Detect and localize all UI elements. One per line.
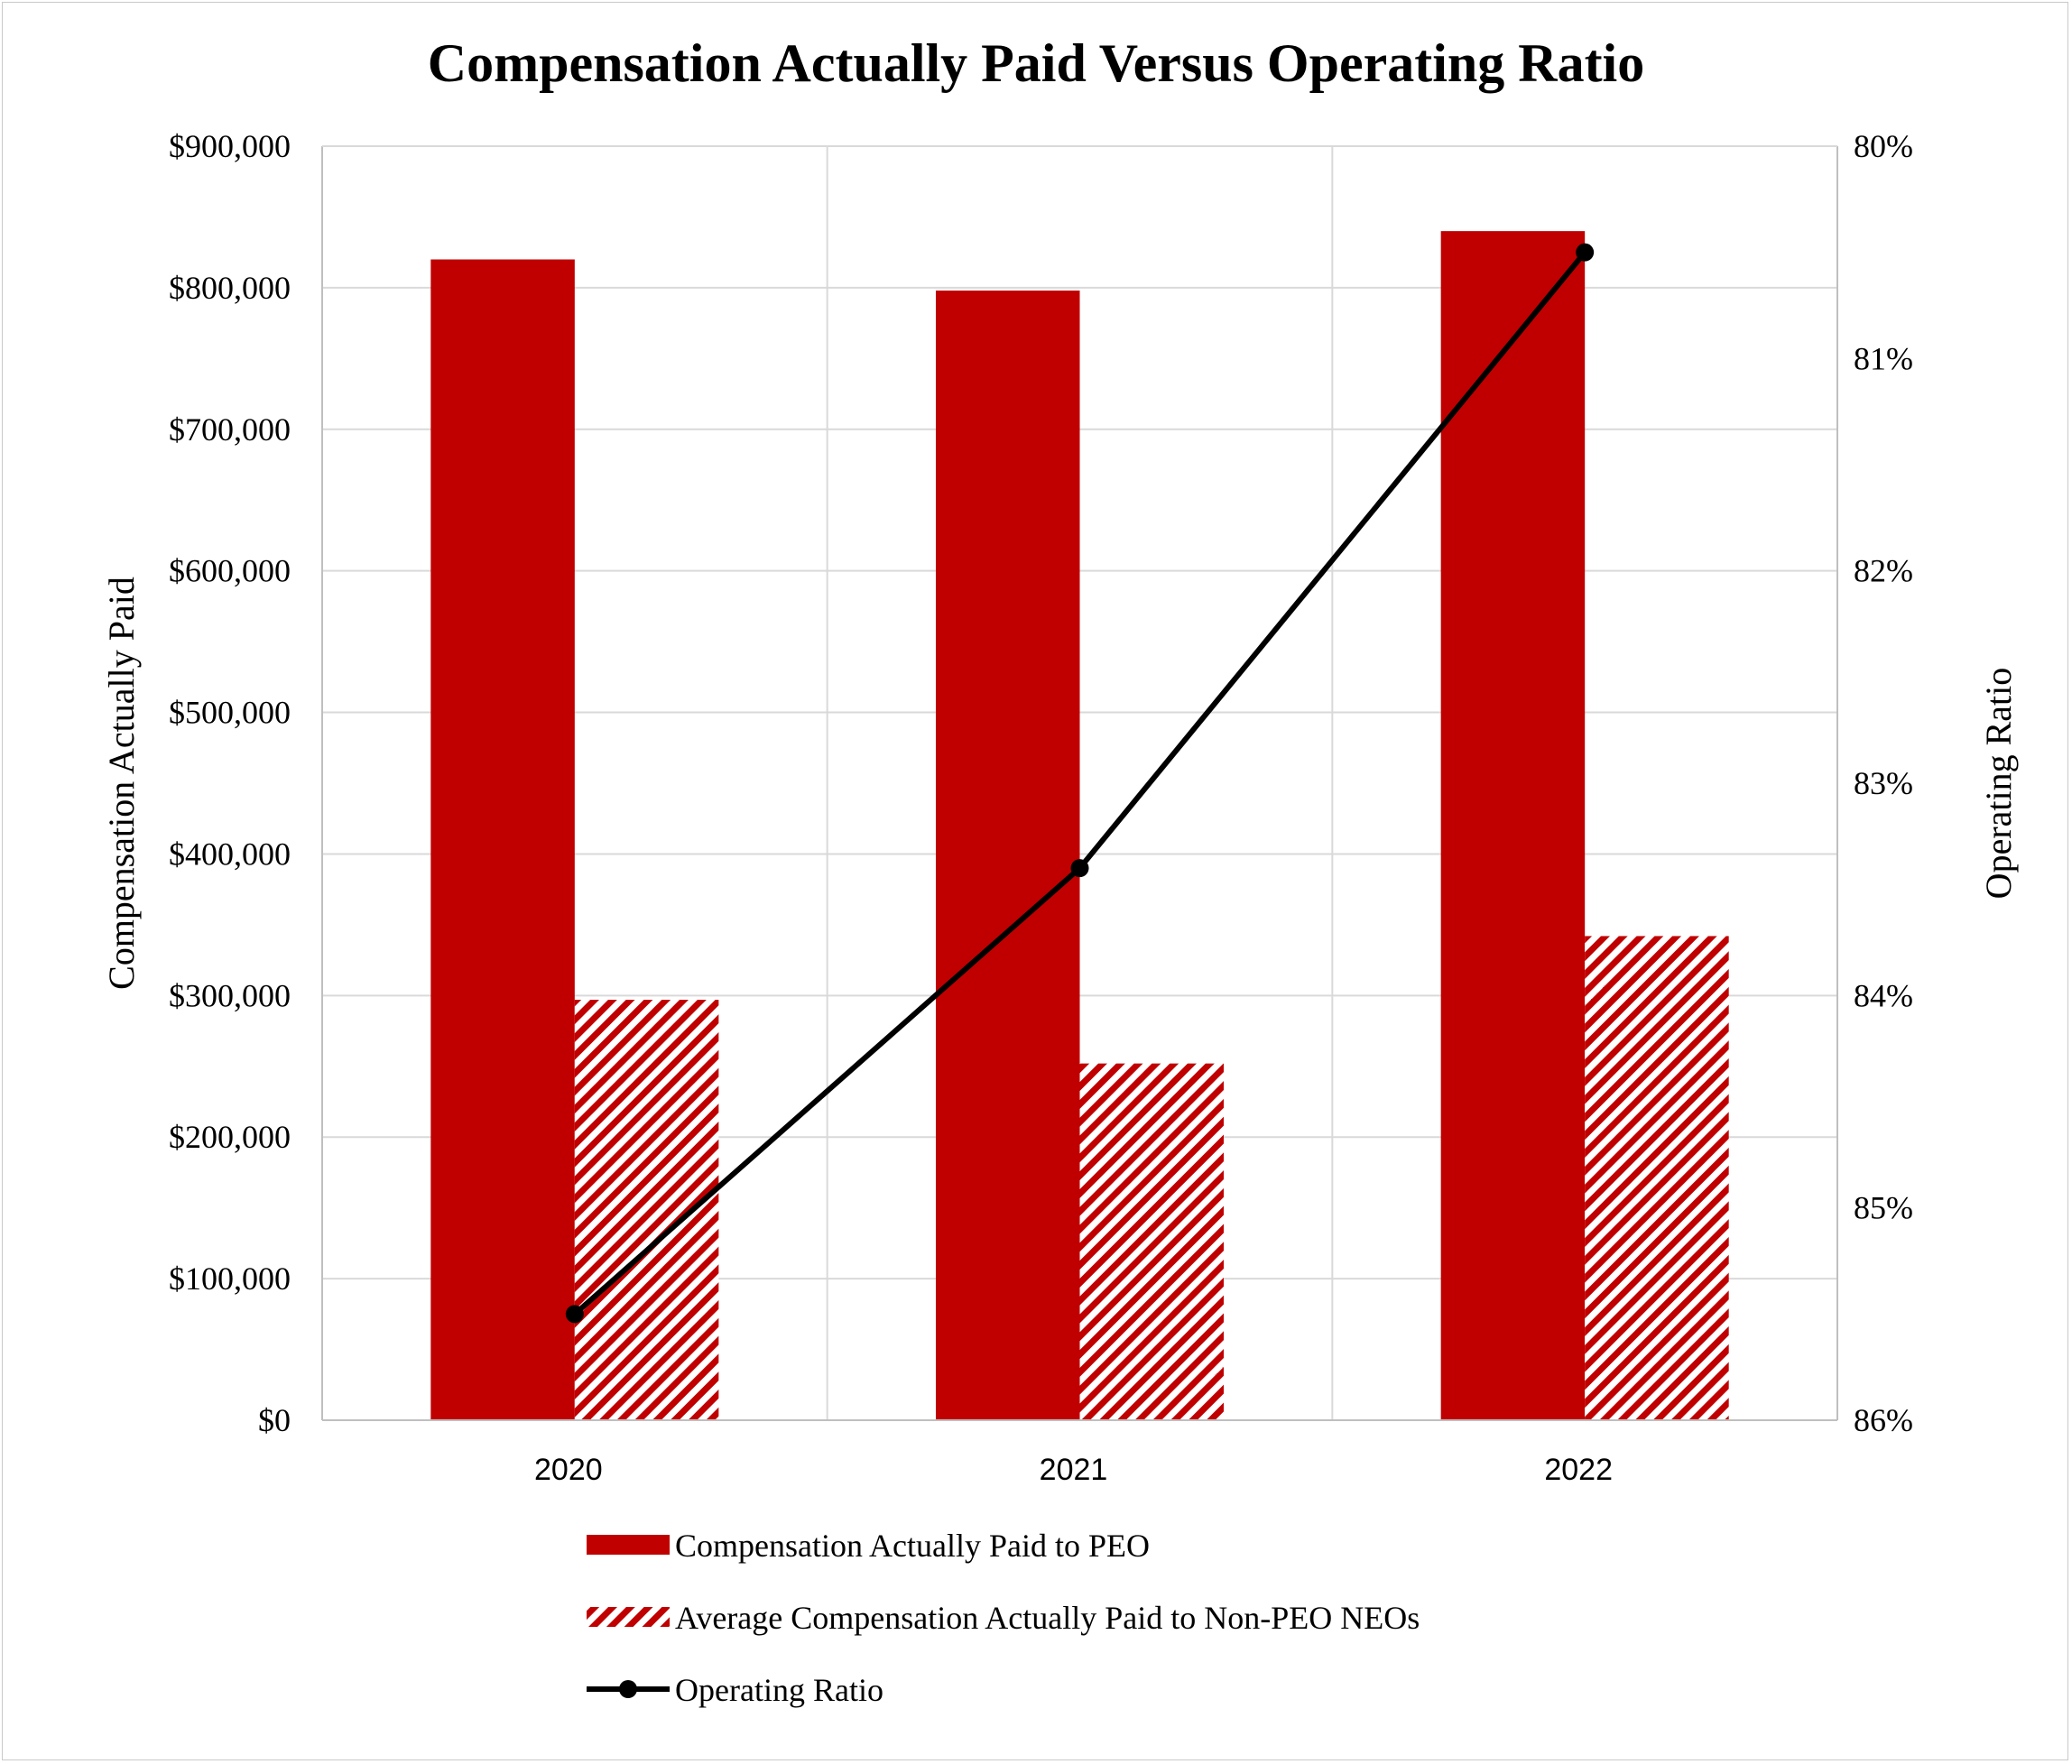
bar-non-peo-2020 <box>574 1000 719 1420</box>
bar-peo-2021 <box>935 291 1080 1421</box>
legend-swatch-marker <box>619 1680 637 1698</box>
y-tick-label: $200,000 <box>169 1119 291 1155</box>
operating-ratio-point-2022 <box>1576 243 1595 262</box>
legend-label-peo: Compensation Actually Paid to PEO <box>675 1528 1150 1564</box>
y-right-tick-label: 83% <box>1854 765 1913 801</box>
y-tick-label: $800,000 <box>169 270 291 306</box>
y-right-tick-label: 86% <box>1854 1402 1913 1438</box>
y-right-tick-label: 81% <box>1854 340 1913 376</box>
y-tick-label: $500,000 <box>169 695 291 731</box>
x-tick-label: 2020 <box>534 1453 603 1487</box>
bar-non-peo-2021 <box>1079 1063 1225 1420</box>
y-right-tick-label: 85% <box>1854 1190 1913 1226</box>
x-tick-label: 2022 <box>1544 1453 1613 1487</box>
y-tick-label: $300,000 <box>169 977 291 1013</box>
bar-non-peo-2022 <box>1585 936 1729 1420</box>
y-right-tick-label: 80% <box>1854 128 1913 164</box>
chart-title: Compensation Actually Paid Versus Operat… <box>427 33 1645 93</box>
y-tick-label: $700,000 <box>169 411 291 448</box>
operating-ratio-point-2021 <box>1070 859 1089 878</box>
bar-peo-2022 <box>1440 231 1586 1421</box>
x-tick-label: 2021 <box>1040 1453 1108 1487</box>
y-tick-label: $900,000 <box>169 128 291 164</box>
legend-label-non-peo: Average Compensation Actually Paid to No… <box>675 1600 1420 1636</box>
bar-peo-2020 <box>430 259 575 1420</box>
y-tick-label: $0 <box>258 1402 291 1438</box>
legend-swatch-peo <box>587 1535 670 1555</box>
y-right-axis-title: Operating Ratio <box>1978 668 2019 900</box>
legend-swatch-non-peo <box>587 1607 670 1627</box>
y-axis-title: Compensation Actually Paid <box>101 577 142 990</box>
operating-ratio-point-2020 <box>565 1305 584 1324</box>
y-tick-label: $100,000 <box>169 1261 291 1297</box>
y-tick-label: $600,000 <box>169 553 291 589</box>
y-right-tick-label: 84% <box>1854 977 1913 1013</box>
y-tick-label: $400,000 <box>169 836 291 872</box>
y-right-tick-label: 82% <box>1854 553 1913 589</box>
legend-label-operating-ratio: Operating Ratio <box>675 1672 883 1708</box>
